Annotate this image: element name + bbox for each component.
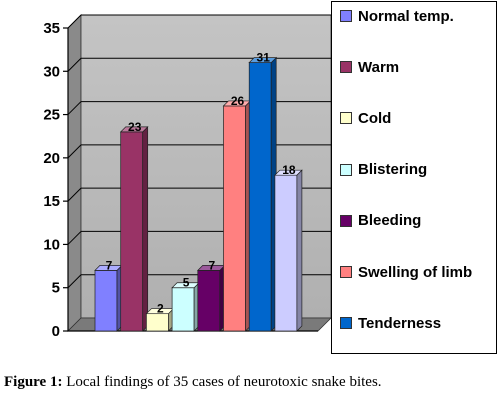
y-tick-label: 30 [43, 63, 60, 80]
bar-side [142, 126, 149, 332]
legend: Normal temp. Warm Cold Blistering Bleeding Sw… [331, 1, 497, 354]
bar: 23 [119, 120, 149, 332]
bar: 18 [274, 163, 303, 332]
bars: 7 23 2 5 7 26 31 18 [94, 51, 303, 332]
figure-caption: Figure 1: Local findings of 35 cases of … [4, 374, 382, 391]
legend-label: Tenderness [358, 314, 442, 332]
legend-swatch [340, 163, 352, 176]
legend-item: Tenderness [340, 314, 441, 332]
legend-item: Cold [340, 109, 391, 127]
data-label: 7 [208, 258, 215, 272]
y-tick-label: 15 [43, 193, 60, 210]
data-label: 18 [282, 163, 296, 177]
legend-swatch [340, 112, 352, 125]
data-label: 5 [183, 276, 190, 290]
gridline [67, 101, 82, 115]
bar-front [146, 313, 169, 332]
legend-label: Cold [358, 109, 392, 127]
bar-front [94, 270, 118, 332]
bar-front [248, 62, 272, 332]
legend-item: Bleeding [340, 212, 421, 230]
y-tick-label: 0 [52, 323, 60, 340]
bar-top [274, 169, 303, 176]
legend-swatch [340, 214, 352, 227]
gridline [67, 274, 82, 289]
data-label: 23 [128, 120, 142, 134]
legend-item: Swelling of limb [340, 263, 472, 281]
legend-item: Normal temp. [340, 7, 454, 25]
bar-front [120, 131, 144, 332]
y-tick-label: 25 [43, 107, 60, 124]
data-label: 26 [231, 94, 245, 108]
y-tick-label: 35 [43, 20, 60, 37]
bar-front [197, 270, 221, 332]
bar: 7 [94, 258, 123, 332]
bar: 7 [196, 258, 226, 332]
bar-side [296, 169, 303, 332]
legend-item: Blistering [340, 161, 427, 179]
bar: 31 [248, 51, 278, 332]
bar-front [274, 174, 298, 332]
legend-swatch [340, 266, 352, 278]
gridline [67, 144, 82, 159]
caption-text: Local findings of 35 cases of neurotoxic… [62, 374, 382, 390]
gridline [67, 57, 82, 72]
bar-front [171, 287, 195, 332]
caption-prefix: Figure 1: [4, 374, 63, 390]
y-tick-label: 20 [43, 150, 60, 167]
gridline [67, 14, 82, 29]
side-wall [67, 14, 82, 332]
bar-top [119, 126, 149, 133]
legend-swatch [340, 317, 352, 330]
data-label: 31 [257, 51, 271, 65]
data-label: 7 [106, 258, 113, 272]
data-label: 2 [157, 302, 164, 316]
bar: 26 [222, 94, 252, 332]
gridline [67, 231, 82, 245]
y-tick-label: 10 [43, 236, 60, 253]
legend-item: Warm [340, 58, 399, 76]
bar-front [223, 105, 246, 332]
y-tick-label: 5 [52, 280, 60, 297]
gridline [67, 187, 82, 202]
legend-swatch [340, 10, 352, 22]
legend-label: Swelling of limb [358, 263, 473, 281]
legend-swatch [340, 61, 352, 74]
legend-label: Bleeding [358, 212, 422, 230]
bar: 5 [171, 276, 200, 332]
legend-label: Blistering [358, 161, 428, 179]
bar-top [248, 57, 278, 63]
legend-label: Normal temp. [358, 7, 454, 25]
legend-label: Warm [358, 58, 400, 76]
